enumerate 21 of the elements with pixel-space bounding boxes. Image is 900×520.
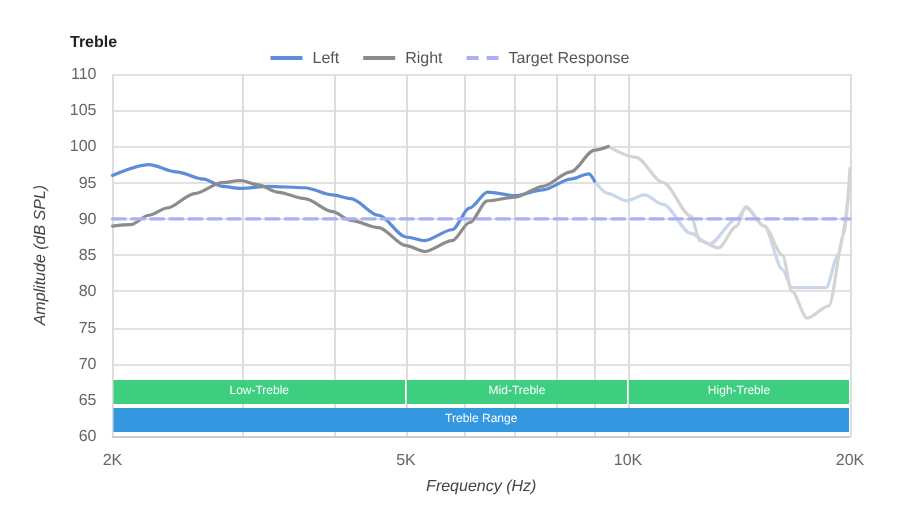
legend-label: Target Response bbox=[508, 49, 631, 67]
x-tick-label: 10K bbox=[613, 451, 644, 470]
y-tick-label: 80 bbox=[78, 282, 98, 301]
x-axis-title: Frequency (Hz) bbox=[426, 477, 538, 495]
x-tick-label: 20K bbox=[835, 451, 866, 470]
y-tick-label: 95 bbox=[78, 173, 98, 192]
legend-label: Right bbox=[405, 49, 445, 67]
y-tick-label: 90 bbox=[78, 209, 98, 228]
y-tick-label: 110 bbox=[70, 65, 98, 83]
x-tick-label: 5K bbox=[396, 451, 418, 470]
y-tick-label: 100 bbox=[69, 137, 98, 156]
legend-label: Left bbox=[312, 49, 341, 67]
y-axis-title: Amplitude (dB SPL) bbox=[31, 184, 49, 328]
y-tick-label: 60 bbox=[78, 427, 98, 446]
y-tick-label: 85 bbox=[78, 246, 98, 265]
x-tick-label: 2K bbox=[102, 451, 124, 470]
y-tick-label: 70 bbox=[78, 354, 98, 373]
y-tick-label: 65 bbox=[78, 390, 98, 409]
y-tick-label: 105 bbox=[69, 101, 98, 120]
chart-title: Treble bbox=[70, 33, 119, 51]
y-tick-label: 75 bbox=[78, 318, 98, 337]
